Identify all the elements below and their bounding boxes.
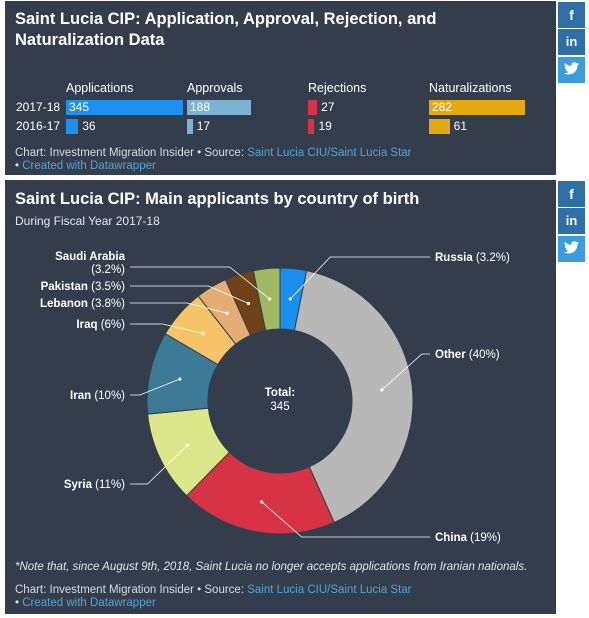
chart-panel-country-of-birth: Saint Lucia CIP: Main applicants by coun… [5, 180, 556, 614]
donut-chart: Russia (3.2%) Other (40%) China (19%) Syria… [40, 251, 510, 544]
leader-line-russia [290, 256, 430, 300]
center-total-label: Total: [265, 387, 295, 399]
bar-rejections-2017-18 [308, 100, 318, 115]
chart-title: Saint Lucia CIP: Main applicants by coun… [15, 190, 420, 208]
bar-value-label: 36 [82, 119, 96, 133]
bar-naturalizations-2016-17 [429, 119, 450, 134]
slice-other [293, 270, 414, 524]
chart-subtitle: During Fiscal Year 2017-18 [15, 214, 160, 228]
leader-dot [201, 331, 205, 336]
bar-naturalizations-2017-18 [429, 100, 525, 115]
linkedin-share-button-2[interactable]: in [558, 208, 585, 234]
facebook-icon: f [569, 186, 574, 202]
leader-dot [288, 297, 292, 301]
leader-line-pakistan [130, 285, 249, 304]
column-header-applications: Applications [66, 81, 134, 95]
bar-applications-2017-18 [66, 100, 183, 115]
twitter-icon [564, 62, 579, 75]
bar-approvals-2017-18 [187, 100, 251, 115]
bar-value-label: 282 [432, 100, 453, 114]
bar-value-label: 19 [318, 119, 332, 133]
slice-label-pakistan: Pakistan (3.5%) [41, 281, 126, 293]
facebook-icon: f [569, 7, 574, 23]
linkedin-icon: in [565, 213, 578, 228]
facebook-share-button-2[interactable]: f [558, 181, 585, 207]
slice-label-iran: Iran (10%) [70, 390, 125, 402]
bar-applications-2016-17 [66, 119, 79, 134]
slice-labels: Russia (3.2%) Other (40%) China (19%) Syria… [40, 251, 510, 544]
leader-dot [260, 500, 264, 504]
slice-label-saudi-arabia-pct: (3.2%) [91, 264, 125, 276]
leader-dot [178, 377, 182, 381]
donut-slices [146, 267, 414, 535]
slice-label-saudi-arabia: Saudi Arabia [55, 251, 125, 263]
column-header-naturalizations: Naturalizations [429, 81, 512, 95]
column-header-approvals: Approvals [187, 81, 243, 95]
facebook-share-button[interactable]: f [558, 2, 585, 28]
chart-note: *Note that, since August 9th, 2018, Sain… [15, 561, 528, 573]
slice-saudi-arabia [252, 267, 281, 332]
linkedin-icon: in [565, 34, 578, 49]
bar-value-label: 345 [69, 100, 90, 114]
slice-label-syria: Syria (11%) [64, 479, 125, 491]
leader-line-iran [130, 378, 181, 396]
twitter-share-button[interactable] [558, 57, 585, 83]
slice-label-iraq: Iraq (6%) [76, 319, 125, 331]
center-total-value: 345 [270, 401, 289, 413]
row-label-2016-17: 2016-17 [16, 119, 61, 133]
leader-line-syria [130, 444, 188, 485]
leader-dot [225, 311, 229, 315]
datawrapper-link[interactable]: Created with Datawrapper [22, 597, 156, 609]
slice-label-lebanon: Lebanon (3.8%) [40, 298, 125, 310]
bar-rejections-2016-17 [308, 119, 315, 134]
label-leader-lines [130, 256, 430, 538]
footer-bullet: • [15, 160, 23, 172]
leader-line-iraq [130, 323, 204, 334]
bar-value-label: 61 [453, 119, 468, 133]
leader-line-other [381, 353, 430, 391]
slice-label-other: Other (40%) [435, 349, 500, 361]
leader-dot [185, 443, 190, 447]
footer-credit: Chart: Investment Migration Insider • So… [15, 147, 248, 159]
column-header-rejections: Rejections [308, 81, 367, 95]
leader-dot [268, 297, 272, 301]
chart-footer: Chart: Investment Migration Insider • So… [15, 147, 412, 173]
twitter-icon [564, 241, 579, 254]
datawrapper-link[interactable]: Created with Datawrapper [22, 160, 156, 172]
leader-line-lebanon [130, 302, 228, 314]
bar-value-label: 27 [321, 100, 335, 114]
linkedin-share-button[interactable]: in [558, 29, 585, 55]
bar-value-label: 17 [196, 119, 211, 133]
chart-title: Saint Lucia CIP: Application, Approval, … [15, 10, 437, 49]
bar-approvals-2016-17 [187, 119, 193, 134]
source-link[interactable]: Saint Lucia CIU/Saint Lucia Star [247, 147, 412, 159]
chart-footer: Chart: Investment Migration Insider • So… [15, 584, 412, 610]
footer-bullet: • [15, 597, 23, 609]
slice-label-china: China (19%) [435, 532, 501, 544]
leader-line-saudi-arabia [130, 266, 270, 300]
leader-dot [380, 388, 384, 392]
bar-value-label: 188 [190, 100, 211, 114]
leader-dot [246, 301, 251, 306]
leader-line-china [261, 501, 430, 538]
twitter-share-button-2[interactable] [558, 236, 585, 262]
slice-label-russia: Russia (3.2%) [435, 252, 510, 264]
row-label-2017-18: 2017-18 [16, 100, 61, 114]
source-link[interactable]: Saint Lucia CIU/Saint Lucia Star [247, 584, 412, 596]
chart-panel-cip-data: Saint Lucia CIP: Application, Approval, … [5, 1, 556, 175]
footer-credit: Chart: Investment Migration Insider • So… [15, 584, 248, 596]
